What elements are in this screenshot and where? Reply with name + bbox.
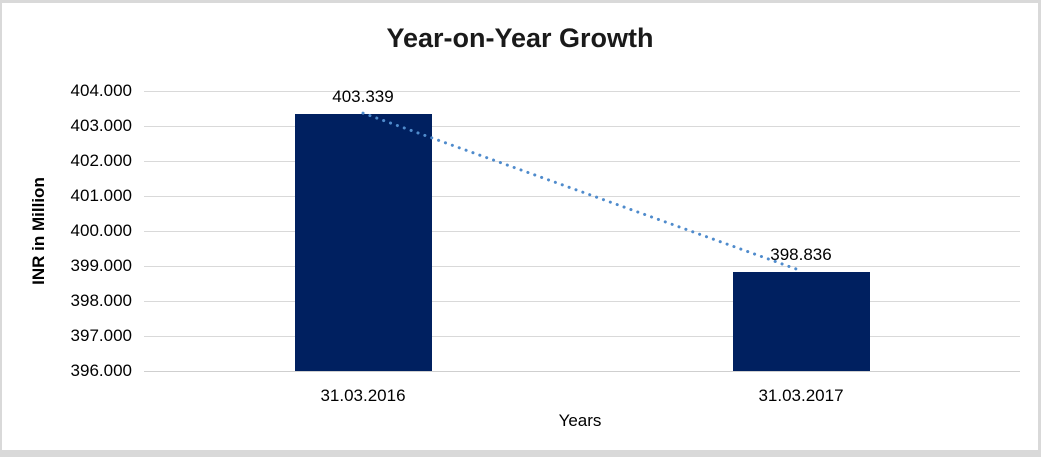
x-axis-line xyxy=(144,371,1020,372)
x-tick-label: 31.03.2016 xyxy=(320,386,406,405)
gridline xyxy=(144,336,1020,337)
gridline xyxy=(144,161,1020,162)
y-tick-label: 396.000 xyxy=(70,361,132,380)
y-tick-label: 399.000 xyxy=(70,256,132,275)
gridline xyxy=(144,231,1020,232)
data-label: 398.836 xyxy=(770,245,832,264)
y-tick-label: 397.000 xyxy=(70,326,132,345)
gridline xyxy=(144,301,1020,302)
gridline xyxy=(144,196,1020,197)
data-label: 403.339 xyxy=(332,87,394,106)
bar-31.03.2016 xyxy=(295,114,432,371)
y-tick-label: 400.000 xyxy=(70,221,132,240)
y-tick-label: 401.000 xyxy=(70,186,132,205)
y-tick-label: 398.000 xyxy=(70,291,132,310)
gridline xyxy=(144,91,1020,92)
gridline xyxy=(144,126,1020,127)
y-tick-label: 404.000 xyxy=(70,81,132,100)
bar-31.03.2017 xyxy=(733,272,870,371)
gridline xyxy=(144,266,1020,267)
x-tick-label: 31.03.2017 xyxy=(758,386,844,405)
y-tick-label: 402.000 xyxy=(70,151,132,170)
chart-title: Year-on-Year Growth xyxy=(386,23,654,53)
y-tick-label: 403.000 xyxy=(70,116,132,135)
x-axis-title: Years xyxy=(558,411,602,430)
